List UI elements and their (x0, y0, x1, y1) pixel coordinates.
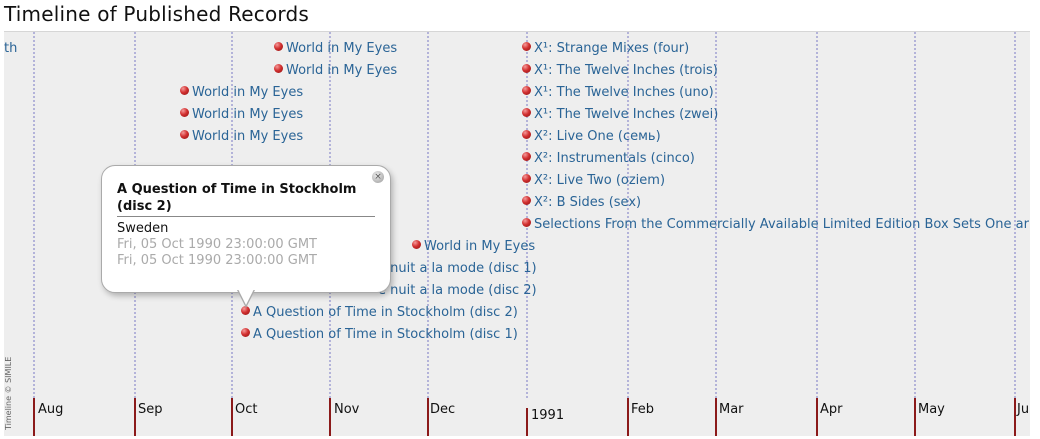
timeline-event[interactable]: World in My Eyes (274, 38, 397, 56)
event-label[interactable]: X²: Live One (семь) (534, 129, 661, 144)
month-label: Aug (38, 402, 64, 417)
timeline-event[interactable]: World in My Eyes (180, 126, 303, 144)
timeline-event[interactable]: World in My Eyes (180, 82, 303, 100)
event-marker-icon[interactable] (241, 328, 250, 337)
timeline-event[interactable]: A Question of Time in Stockholm (disc 1) (241, 324, 518, 342)
timeline-event[interactable]: X²: Live One (семь) (522, 126, 661, 144)
event-label[interactable]: X¹: The Twelve Inches (trois) (534, 63, 718, 78)
month-tick (526, 408, 528, 436)
timeline-event[interactable]: A Question of Time in Stockholm (disc 2) (241, 302, 518, 320)
bubble-title: A Question of Time in Stockholm (disc 2) (117, 181, 375, 217)
timeline-event[interactable]: X¹: The Twelve Inches (zwei) (522, 104, 718, 122)
event-label[interactable]: World in My Eyes (192, 85, 304, 100)
month-tick (914, 398, 916, 436)
timeline-event[interactable]: World in My Eyes (274, 60, 397, 78)
event-label[interactable]: World in My Eyes (192, 129, 304, 144)
close-icon[interactable]: × (372, 171, 384, 183)
event-marker-icon[interactable] (522, 108, 531, 117)
event-marker-icon[interactable] (180, 108, 189, 117)
event-marker-icon[interactable] (522, 218, 531, 227)
month-label: Dec (430, 402, 456, 417)
month-label: Apr (820, 402, 843, 417)
month-tick (715, 398, 717, 436)
event-label[interactable]: World in My Eyes (286, 63, 398, 78)
timeline-overview-band[interactable]: Aug Sep Oct Nov Dec 1991 Feb Mar Apr May… (4, 398, 1030, 436)
timeline-event[interactable]: X¹: Strange Mixes (four) (522, 38, 689, 56)
bubble-pointer-fill (238, 289, 254, 305)
event-label[interactable]: Selections From the Commercially Availab… (534, 217, 1029, 232)
month-label: Feb (631, 402, 655, 417)
event-label[interactable]: X¹: The Twelve Inches (zwei) (534, 107, 719, 122)
bubble-country: Sweden (117, 221, 169, 236)
event-label[interactable]: A Question of Time in Stockholm (disc 1) (253, 327, 518, 342)
timeline-event[interactable]: th (4, 38, 17, 56)
timeline-event[interactable]: e nuit a la mode (disc 2) (378, 280, 537, 298)
grid-line (816, 32, 818, 398)
timeline-event[interactable]: X²: B Sides (sex) (522, 192, 641, 210)
month-label: Nov (334, 402, 360, 417)
event-marker-icon[interactable] (522, 130, 531, 139)
event-label[interactable]: World in My Eyes (192, 107, 304, 122)
month-tick (627, 398, 629, 436)
event-label[interactable]: X²: Live Two (oziem) (534, 173, 666, 188)
event-marker-icon[interactable] (180, 130, 189, 139)
event-marker-icon[interactable] (522, 86, 531, 95)
grid-line (1014, 32, 1016, 398)
event-label[interactable]: X¹: The Twelve Inches (uno) (534, 85, 714, 100)
month-label: Mar (719, 402, 744, 417)
event-label[interactable]: th (4, 41, 18, 56)
event-marker-icon[interactable] (274, 64, 283, 73)
grid-line (715, 32, 717, 398)
event-marker-icon[interactable] (412, 240, 421, 249)
month-tick (427, 398, 429, 436)
event-label[interactable]: X¹: Strange Mixes (four) (534, 41, 690, 56)
event-label[interactable]: World in My Eyes (424, 239, 536, 254)
timeline-event[interactable]: X²: Instrumentals (cinco) (522, 148, 695, 166)
month-label: Sep (138, 402, 163, 417)
page-title: Timeline of Published Records (4, 2, 309, 26)
event-marker-icon[interactable] (522, 196, 531, 205)
month-tick (33, 398, 35, 436)
event-marker-icon[interactable] (522, 64, 531, 73)
month-label: May (918, 402, 945, 417)
grid-line (526, 32, 528, 398)
month-tick (329, 398, 331, 436)
month-tick (816, 398, 818, 436)
timeline-event[interactable]: X¹: The Twelve Inches (uno) (522, 82, 714, 100)
month-label: Oct (235, 402, 258, 417)
event-marker-icon[interactable] (522, 152, 531, 161)
event-info-bubble: × A Question of Time in Stockholm (disc … (101, 165, 391, 308)
year-label: 1991 (531, 408, 565, 423)
grid-line (914, 32, 916, 398)
event-marker-icon[interactable] (180, 86, 189, 95)
grid-line (427, 32, 429, 398)
event-marker-icon[interactable] (522, 174, 531, 183)
event-marker-icon[interactable] (274, 42, 283, 51)
event-label[interactable]: e nuit a la mode (disc 1) (378, 261, 537, 276)
month-label: Ju (1017, 402, 1030, 417)
timeline-event[interactable]: World in My Eyes (412, 236, 535, 254)
event-label[interactable]: X²: Instrumentals (cinco) (534, 151, 695, 166)
simile-credit[interactable]: Timeline © SIMILE (4, 356, 13, 430)
bubble-end-date: Fri, 05 Oct 1990 23:00:00 GMT (117, 253, 318, 268)
month-tick (1014, 398, 1016, 436)
event-label[interactable]: X²: B Sides (sex) (534, 195, 642, 210)
timeline-event[interactable]: e nuit a la mode (disc 1) (378, 258, 537, 276)
timeline-event[interactable]: Selections From the Commercially Availab… (522, 214, 1029, 232)
month-tick (231, 398, 233, 436)
grid-line (33, 32, 35, 398)
event-label[interactable]: A Question of Time in Stockholm (disc 2) (253, 305, 518, 320)
timeline-event[interactable]: World in My Eyes (180, 104, 303, 122)
bubble-start-date: Fri, 05 Oct 1990 23:00:00 GMT (117, 237, 318, 252)
event-label[interactable]: World in My Eyes (286, 41, 398, 56)
timeline-event[interactable]: X¹: The Twelve Inches (trois) (522, 60, 718, 78)
month-tick (134, 398, 136, 436)
event-label[interactable]: e nuit a la mode (disc 2) (378, 283, 537, 298)
event-marker-icon[interactable] (241, 306, 250, 315)
timeline-event[interactable]: X²: Live Two (oziem) (522, 170, 665, 188)
grid-line (627, 32, 629, 398)
event-marker-icon[interactable] (522, 42, 531, 51)
